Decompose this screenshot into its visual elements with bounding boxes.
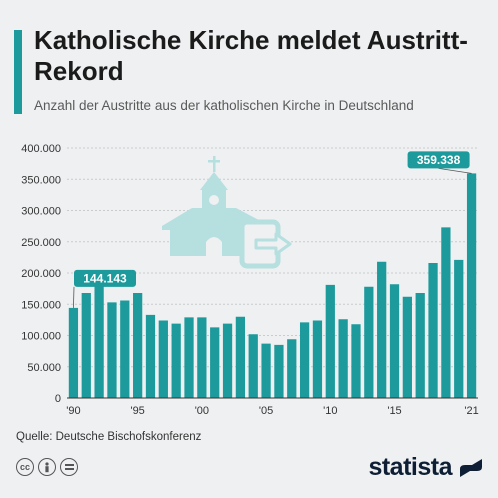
bar xyxy=(441,227,451,398)
cc-icon[interactable]: cc xyxy=(16,458,34,476)
bar xyxy=(466,173,477,398)
chart-subtitle: Anzahl der Austritte aus der katholische… xyxy=(34,98,414,113)
annotation-leader xyxy=(438,168,472,174)
bar xyxy=(299,322,310,398)
bar xyxy=(351,324,361,398)
bar xyxy=(171,323,181,398)
bar xyxy=(415,293,425,398)
bar xyxy=(235,316,246,398)
bar xyxy=(145,314,156,398)
bar xyxy=(454,259,464,398)
bar xyxy=(133,293,143,398)
y-tick-label: 250.000 xyxy=(21,237,61,249)
bar xyxy=(120,300,130,398)
source-note: Quelle: Deutsche Bischofskonferenz xyxy=(16,431,202,443)
bar xyxy=(94,277,104,398)
bar xyxy=(197,317,207,398)
bar xyxy=(81,293,91,398)
statista-logo-text: statista xyxy=(368,453,452,481)
x-tick-label: '15 xyxy=(387,405,401,417)
equals-icon[interactable] xyxy=(60,458,78,476)
y-tick-label: 350.000 xyxy=(21,174,61,186)
statista-logo-icon xyxy=(460,458,482,477)
y-tick-label: 50.000 xyxy=(27,362,61,374)
cross-horizontal xyxy=(208,160,220,163)
bar xyxy=(248,334,258,398)
bar xyxy=(428,263,438,398)
x-tick-label: '21 xyxy=(464,405,478,417)
bar xyxy=(68,307,79,398)
x-tick-label: '90 xyxy=(66,405,80,417)
annotation-box xyxy=(74,269,136,287)
x-tick-label: '00 xyxy=(195,405,209,417)
y-tick-label: 0 xyxy=(55,393,61,405)
bar xyxy=(364,286,374,398)
annotation-box xyxy=(407,151,470,169)
x-tick-label: '95 xyxy=(130,405,144,417)
bar xyxy=(107,302,117,398)
chart-title: Katholische Kirche meldet Austritt-Rekor… xyxy=(34,25,468,86)
bar xyxy=(338,319,348,398)
bar xyxy=(325,284,335,398)
x-tick-label: '10 xyxy=(323,405,337,417)
y-tick-label: 300.000 xyxy=(21,206,61,218)
bar xyxy=(377,261,387,398)
bar xyxy=(402,296,412,398)
title-accent-bar xyxy=(14,30,22,114)
bar xyxy=(184,317,194,398)
y-tick-label: 200.000 xyxy=(21,268,61,280)
bar xyxy=(389,284,400,398)
bar-chart: 0 50.000 100.000 150.000 200.000 250.000 300.0… xyxy=(21,143,479,417)
church-window xyxy=(209,195,219,205)
annotation-label: 144.143 xyxy=(83,271,127,285)
person-icon[interactable] xyxy=(38,458,56,476)
cross-vertical xyxy=(213,156,216,172)
church-door xyxy=(206,237,222,256)
bar xyxy=(158,320,168,398)
annotation-leader xyxy=(73,286,75,308)
church-exit-illustration xyxy=(162,156,292,269)
church-tower-roof xyxy=(200,172,228,190)
license-icons: cc xyxy=(16,458,78,476)
bar xyxy=(287,339,297,398)
bar xyxy=(210,327,220,398)
bar xyxy=(274,344,284,398)
y-tick-label: 150.000 xyxy=(21,299,61,311)
bar xyxy=(222,323,233,398)
bar xyxy=(312,320,323,398)
y-tick-label: 400.000 xyxy=(21,143,61,155)
statista-brand[interactable]: statista xyxy=(368,453,484,482)
bar xyxy=(261,343,271,398)
y-tick-label: 100.000 xyxy=(21,331,61,343)
x-tick-label: '05 xyxy=(259,405,273,417)
exit-arrow xyxy=(254,232,292,256)
annotation-label: 359.338 xyxy=(417,153,461,167)
